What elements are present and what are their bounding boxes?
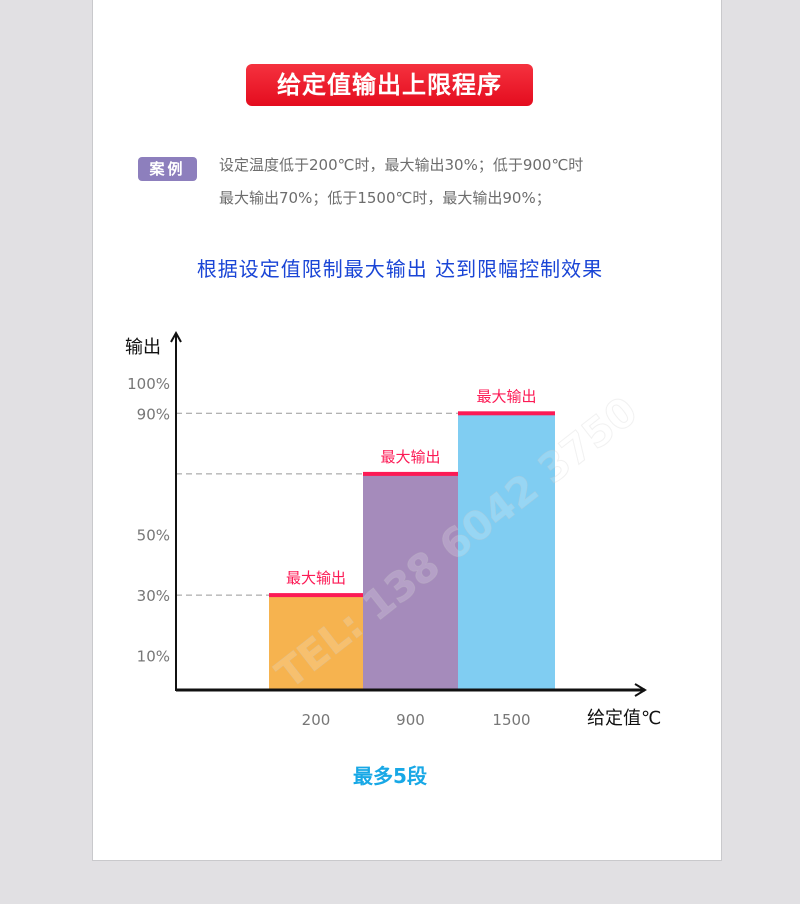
case-line-1: 设定温度低于200℃时，最大输出30%；低于900℃时 [219,156,584,174]
x-axis-label: 给定值℃ [587,708,661,729]
subtitle: 根据设定值限制最大输出 达到限幅控制效果 [196,257,604,281]
case-line-2: 最大输出70%；低于1500℃时，最大输出90%； [219,189,551,207]
data-label: 最大输出 [476,387,536,405]
x-tick-label: 900 [396,711,425,729]
y-tick-label: 30% [137,587,170,605]
y-tick-label: 100% [127,375,170,393]
y-tick-label: 90% [137,405,170,423]
case-tag: 案例 [138,157,197,181]
x-tick-label: 200 [302,711,331,729]
limit-line [363,471,458,476]
limit-line [269,593,363,598]
y-axis-label: 输出 [125,337,161,358]
x-tick-label: 1500 [492,711,530,729]
y-tick-label: 50% [137,527,170,545]
y-axis-arrow-icon [170,330,182,343]
bar-900 [363,473,458,690]
y-tick-label: 10% [137,648,170,666]
content-panel [92,0,722,861]
bar-200 [269,595,363,690]
limit-line [458,411,555,416]
page-title: 给定值输出上限程序 [246,64,533,106]
data-label: 最大输出 [286,569,346,587]
bar-1500 [458,413,555,690]
footer-note: 最多5段 [353,764,427,788]
data-label: 最大输出 [380,448,440,466]
x-axis-arrow-icon [634,683,647,697]
